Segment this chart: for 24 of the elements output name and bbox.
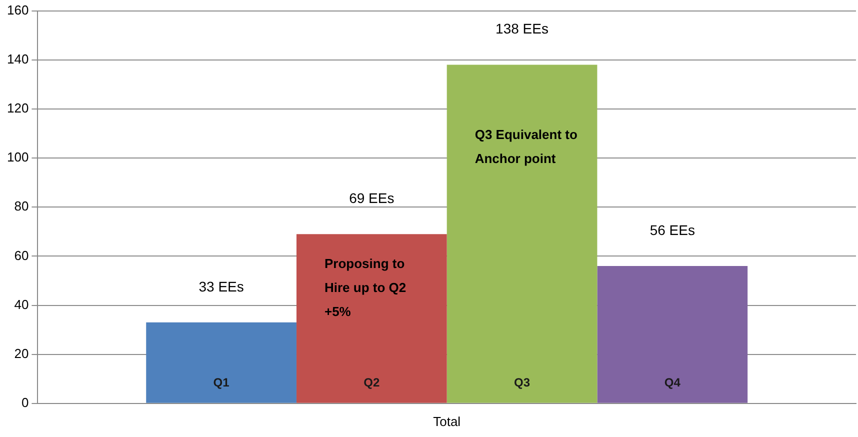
y-tick-label: 140: [6, 51, 29, 66]
data-label: 56 EEs: [650, 222, 695, 238]
series-label: Q3: [514, 376, 530, 390]
y-tick-label: 0: [21, 394, 29, 410]
bar: [597, 266, 748, 403]
annotation: Proposing to Hire up to Q2 +5%: [324, 256, 406, 320]
series-label: Q2: [364, 376, 380, 390]
y-tick-label: 20: [14, 346, 29, 361]
bar: [446, 64, 598, 403]
data-label: 69 EEs: [349, 190, 394, 206]
y-tick-label: 40: [14, 296, 29, 312]
x-tick-label: Total: [433, 414, 461, 429]
annotation: Q3 Equivalent to Anchor point: [474, 126, 578, 166]
y-tick-label: 100: [6, 150, 29, 165]
y-tick-label: 160: [6, 2, 29, 18]
data-label: 138 EEs: [496, 20, 548, 37]
y-tick-label: 80: [14, 198, 29, 214]
bar: [296, 234, 447, 403]
bar: [146, 322, 296, 403]
series-label: Q1: [213, 376, 230, 390]
data-label: 33 EEs: [198, 278, 244, 294]
series-label: Q4: [664, 376, 681, 390]
y-tick-label: 60: [14, 248, 29, 263]
y-tick-label: 120: [6, 100, 29, 116]
